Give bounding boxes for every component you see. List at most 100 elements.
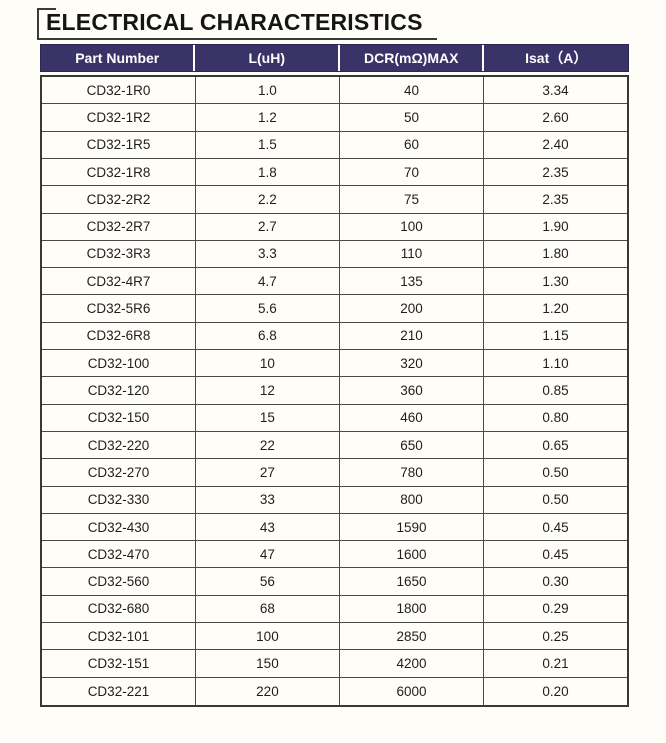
table-row: CD32-220 22 650 0.65 — [42, 431, 627, 460]
dcr-cell: 75 — [340, 186, 484, 213]
part-number-cell: CD32-270 — [42, 459, 196, 486]
isat-cell: 0.45 — [542, 519, 569, 535]
title-block: ELECTRICAL CHARACTERISTICS — [37, 8, 437, 40]
table-row: CD32-270 27 780 0.50 — [42, 459, 627, 487]
table-row: CD32-120 12 360 0.85 — [42, 377, 627, 405]
isat-cell: 3.34 — [542, 82, 569, 98]
table-row: CD32-1R2 1.2 50 2.60 — [42, 104, 627, 132]
inductance-cell: 1.0 — [196, 77, 340, 104]
column-header-isat: Isat（A） — [525, 50, 588, 66]
isat-cell: 1.90 — [542, 219, 569, 235]
part-number-cell: CD32-2R7 — [42, 213, 196, 240]
isat-cell: 0.65 — [542, 437, 569, 453]
isat-cell: 0.45 — [542, 546, 569, 562]
isat-cell: 0.25 — [542, 628, 569, 644]
inductance-cell: 68 — [196, 595, 340, 623]
part-number-cell: CD32-330 — [42, 486, 196, 513]
inductance-cell: 220 — [196, 677, 340, 705]
column-header-part-number: Part Number — [41, 45, 196, 71]
table-body: CD32-1R0 1.0 40 3.34 CD32-1R2 1.2 50 2.60 CD32-1… — [40, 75, 629, 707]
part-number-cell: CD32-560 — [42, 568, 196, 595]
table-row: CD32-1R8 1.8 70 2.35 — [42, 158, 627, 187]
isat-cell: 0.85 — [542, 382, 569, 398]
table-row: CD32-430 43 1590 0.45 — [42, 513, 627, 542]
table-row: CD32-1R0 1.0 40 3.34 — [42, 77, 627, 105]
table-row: CD32-151 150 4200 0.21 — [42, 650, 627, 678]
table-header-row: Part Number L(uH) DCR(mΩ)MAX Isat（A） — [40, 44, 629, 72]
table-row: CD32-100 10 320 1.10 — [42, 350, 627, 378]
table-row: CD32-101 100 2850 0.25 — [42, 623, 627, 651]
inductance-cell: 2.2 — [196, 186, 340, 213]
dcr-cell: 320 — [340, 350, 484, 377]
table-row: CD32-470 47 1600 0.45 — [42, 541, 627, 569]
dcr-cell: 460 — [340, 404, 484, 431]
part-number-cell: CD32-1R0 — [42, 77, 196, 104]
inductance-cell: 15 — [196, 404, 340, 431]
dcr-cell: 40 — [340, 77, 484, 104]
table-row: CD32-5R6 5.6 200 1.20 — [42, 295, 627, 323]
dcr-cell: 2850 — [340, 623, 484, 650]
dcr-cell: 360 — [340, 377, 484, 404]
isat-cell: 2.35 — [542, 191, 569, 207]
table-row: CD32-3R3 3.3 110 1.80 — [42, 240, 627, 269]
part-number-cell: CD32-150 — [42, 404, 196, 431]
dcr-cell: 135 — [340, 268, 484, 295]
dcr-cell: 110 — [340, 240, 484, 268]
isat-cell: 1.10 — [542, 355, 569, 371]
dcr-cell: 60 — [340, 131, 484, 158]
dcr-cell: 1600 — [340, 541, 484, 568]
dcr-cell: 780 — [340, 459, 484, 486]
isat-cell: 0.21 — [542, 656, 569, 672]
part-number-cell: CD32-2R2 — [42, 186, 196, 213]
inductance-cell: 56 — [196, 568, 340, 595]
part-number-cell: CD32-220 — [42, 431, 196, 459]
inductance-cell: 12 — [196, 377, 340, 404]
table-row: CD32-2R7 2.7 100 1.90 — [42, 213, 627, 241]
inductance-cell: 22 — [196, 431, 340, 459]
dcr-cell: 200 — [340, 295, 484, 322]
part-number-cell: CD32-101 — [42, 623, 196, 650]
part-number-cell: CD32-1R8 — [42, 158, 196, 186]
part-number-cell: CD32-470 — [42, 541, 196, 568]
inductance-cell: 10 — [196, 350, 340, 377]
inductance-cell: 4.7 — [196, 268, 340, 295]
isat-cell: 0.29 — [542, 601, 569, 617]
part-number-cell: CD32-4R7 — [42, 268, 196, 295]
dcr-cell: 1800 — [340, 595, 484, 623]
page-title: ELECTRICAL CHARACTERISTICS — [46, 9, 423, 35]
inductance-cell: 33 — [196, 486, 340, 513]
isat-cell: 0.50 — [542, 464, 569, 480]
isat-cell: 0.80 — [542, 410, 569, 426]
table-row: CD32-4R7 4.7 135 1.30 — [42, 268, 627, 296]
isat-cell: 0.50 — [542, 492, 569, 508]
isat-cell: 2.40 — [542, 137, 569, 153]
table-row: CD32-1R5 1.5 60 2.40 — [42, 131, 627, 159]
column-header-dcr-max: DCR(mΩ)MAX — [340, 45, 485, 71]
inductance-cell: 5.6 — [196, 295, 340, 322]
isat-cell: 1.30 — [542, 273, 569, 289]
inductance-cell: 43 — [196, 513, 340, 541]
table-row: CD32-330 33 800 0.50 — [42, 486, 627, 514]
inductance-cell: 150 — [196, 650, 340, 677]
part-number-cell: CD32-5R6 — [42, 295, 196, 322]
part-number-cell: CD32-151 — [42, 650, 196, 677]
dcr-cell: 800 — [340, 486, 484, 513]
part-number-cell: CD32-100 — [42, 350, 196, 377]
isat-cell: 0.30 — [542, 574, 569, 590]
table-row: CD32-560 56 1650 0.30 — [42, 568, 627, 596]
column-header-inductance: L(uH) — [195, 45, 340, 71]
electrical-characteristics-table: Part Number L(uH) DCR(mΩ)MAX Isat（A） CD3… — [40, 44, 629, 707]
isat-cell: 1.20 — [542, 301, 569, 317]
inductance-cell: 47 — [196, 541, 340, 568]
inductance-cell: 100 — [196, 623, 340, 650]
inductance-cell: 1.8 — [196, 158, 340, 186]
inductance-cell: 6.8 — [196, 322, 340, 350]
table-row: CD32-150 15 460 0.80 — [42, 404, 627, 432]
isat-cell: 0.20 — [542, 683, 569, 699]
table-row: CD32-221 220 6000 0.20 — [42, 677, 627, 705]
inductance-cell: 1.5 — [196, 131, 340, 158]
dcr-cell: 50 — [340, 104, 484, 131]
inductance-cell: 3.3 — [196, 240, 340, 268]
part-number-cell: CD32-221 — [42, 677, 196, 705]
